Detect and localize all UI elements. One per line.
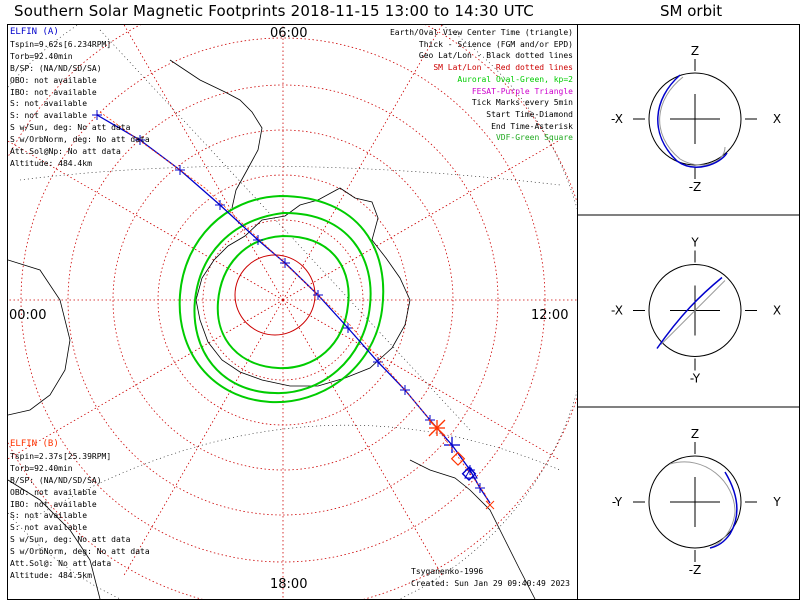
elfin-b-info-line: ELFIN (B): [10, 439, 59, 449]
landmass-left-coastline: [8, 259, 71, 416]
elfin-a-orbit: [709, 471, 738, 549]
elfin-b-info-line: S: not available: [10, 523, 88, 533]
elfin-a-info-line: Att.Sol@Np: No att data: [10, 147, 121, 157]
antarctica-coastline: [195, 187, 411, 387]
elfin-a-info-line: OBO: not available: [10, 75, 97, 85]
legend-entry: Tick Marks every 5min: [471, 98, 573, 108]
elfin-b-info-line: S: not available: [10, 511, 88, 521]
mlt-label-top: 06:00: [270, 26, 308, 41]
elfin-b-track-line: [99, 111, 491, 507]
orbit-axis-label-down: -Z: [689, 180, 702, 194]
legend-entry: FESAT-Purple Triangle: [471, 86, 573, 96]
geo-grid: [8, 25, 577, 599]
elfin-b-footprint-track: [99, 111, 495, 510]
orbit-axis-label-left: -X: [611, 304, 623, 318]
elfin-a-info-line: B/SP: (NA/ND/SD/SA): [10, 63, 102, 73]
elfin-b-info-line: S w/Sun, deg: No att data: [10, 535, 131, 545]
elfin-a-tick-mark: [253, 235, 263, 245]
legend-entry: SM Lat/Lon - Red dotted lines: [433, 63, 573, 73]
legend-entry: Earth/Oval View Center Time (triangle): [389, 28, 573, 37]
created-timestamp: Created: Sun Jan 29 09:40:49 2023: [411, 579, 570, 588]
elfin-b-info-panel: ELFIN (B) Tspin=2.37s[25.39RPM] Torb=92.40…: [10, 439, 150, 582]
elfin-a-tick-mark: [175, 165, 185, 175]
elfin-a-orbit: [656, 276, 723, 349]
auroral-oval: [178, 194, 385, 404]
legend-entry: Thick - Science (FGM and/or EPD): [418, 39, 573, 49]
elfin-a-track-line: [96, 114, 491, 504]
legend-entry: Start Time-Diamond: [486, 109, 573, 119]
orbit-axis-label-right: X: [773, 112, 781, 126]
map-title: Southern Solar Magnetic Footprints 2018-…: [14, 2, 534, 20]
elfin-a-info-line: Altitude: 484.4km: [10, 158, 92, 168]
elfin-b-info-line: IBO: not available: [10, 499, 97, 509]
elfin-a-info-line: Tspin=9.62s[6.234RPM]: [10, 39, 112, 49]
legend-entry: VDF-Green Square: [495, 133, 573, 143]
elfin-b-info-line: Tspin=2.37s[25.39RPM]: [10, 451, 112, 461]
elfin-b-info-line: OBO: not available: [10, 487, 97, 497]
mlt-label-right: 12:00: [531, 308, 569, 323]
orbit-axis-label-up: Z: [691, 427, 699, 441]
elfin-a-tick-mark: [280, 258, 290, 268]
landmass-lower-left-coastline: [8, 479, 101, 599]
elfin-b-info-line: Att.Sol@: No att data: [10, 559, 112, 569]
elfin-a-info-line: S w/Sun, deg: No att data: [10, 123, 131, 133]
orbit-axis-label-right: X: [773, 304, 781, 318]
elfin-b-end-asterisk: [428, 419, 446, 437]
orbit-title: SM orbit: [660, 2, 723, 20]
mlt-label-bottom: 18:00: [270, 577, 308, 592]
elfin-a-info-line: S: not available: [10, 99, 88, 109]
legend-entry: End Time-Asterisk: [491, 121, 573, 131]
orbit-axis-label-up: Z: [691, 44, 699, 58]
orbit-axis-label-left: -Y: [612, 495, 623, 509]
elfin-b-orbit: [660, 280, 726, 345]
orbit-panel-1: Z -Z -X X: [611, 44, 781, 194]
orbit-axis-label-down: -Y: [690, 372, 701, 386]
elfin-a-tick-mark: [343, 323, 353, 333]
elfin-a-tick-mark: [135, 135, 145, 145]
elfin-a-info-line: Torb=92.40min: [10, 51, 73, 61]
south-america-coastline: [169, 59, 263, 209]
australia-coastline: [409, 459, 536, 599]
orbit-axis-label-up: Y: [690, 236, 699, 250]
earth-circle: [648, 455, 742, 549]
earth-circle: [648, 264, 742, 357]
elfin-b-orbit: [659, 76, 726, 166]
elfin-a-info-line: S: not available: [10, 111, 88, 121]
model-credit: Tsyganenko-1996: [411, 567, 484, 576]
elfin-a-info-panel: ELFIN (A) Tspin=9.62s[6.234RPM] Torb=92.40…: [10, 27, 150, 170]
elfin-a-info-line: ELFIN (A): [10, 27, 59, 37]
elfin-a-tick-mark: [92, 110, 102, 120]
elfin-b-info-line: Altitude: 484.5km: [10, 570, 92, 580]
elfin-b-info-line: S w/OrbNorm, deg: No att data: [10, 547, 150, 557]
start-time-diamond: [450, 451, 466, 466]
elfin-b-info-line: Torb=92.40min: [10, 463, 73, 473]
orbit-panel-3: Z -Z -Y Y: [612, 427, 781, 577]
orbit-axis-label-down: -Z: [689, 563, 702, 577]
legend: Earth/Oval View Center Time (triangle) Th…: [390, 27, 573, 144]
orbit-axis-label-left: -X: [611, 112, 623, 126]
elfin-a-orbit: [657, 74, 728, 168]
elfin-a-end-asterisk: [444, 437, 460, 453]
elfin-a-tick-mark: [475, 483, 485, 493]
elfin-a-tick-mark: [400, 385, 410, 395]
view-center-triangle: [464, 467, 478, 479]
elfin-a-info-line: S w/OrbNorm, deg: No att data: [10, 135, 150, 145]
mlt-label-left: 00:00: [9, 308, 47, 323]
elfin-b-tick-mark: [485, 500, 495, 510]
orbit-axis-label-right: Y: [772, 495, 781, 509]
legend-entry: Geo Lat/Lon - Black dotted lines: [418, 51, 573, 61]
elfin-a-info-line: IBO: not available: [10, 87, 97, 97]
sm-meridians: [8, 25, 577, 599]
legend-entry: Auroral Oval-Green, kp=2: [457, 74, 573, 84]
orbit-panel-2: Y -Y -X X: [611, 236, 781, 386]
elfin-b-orbit: [669, 461, 736, 549]
sm-orbit-panels: Z -Z -X X Y -Y -X X Z -Z -Y Y: [577, 44, 800, 577]
elfin-b-info-line: B/SP: (NA/ND/SD/SA): [10, 475, 102, 485]
